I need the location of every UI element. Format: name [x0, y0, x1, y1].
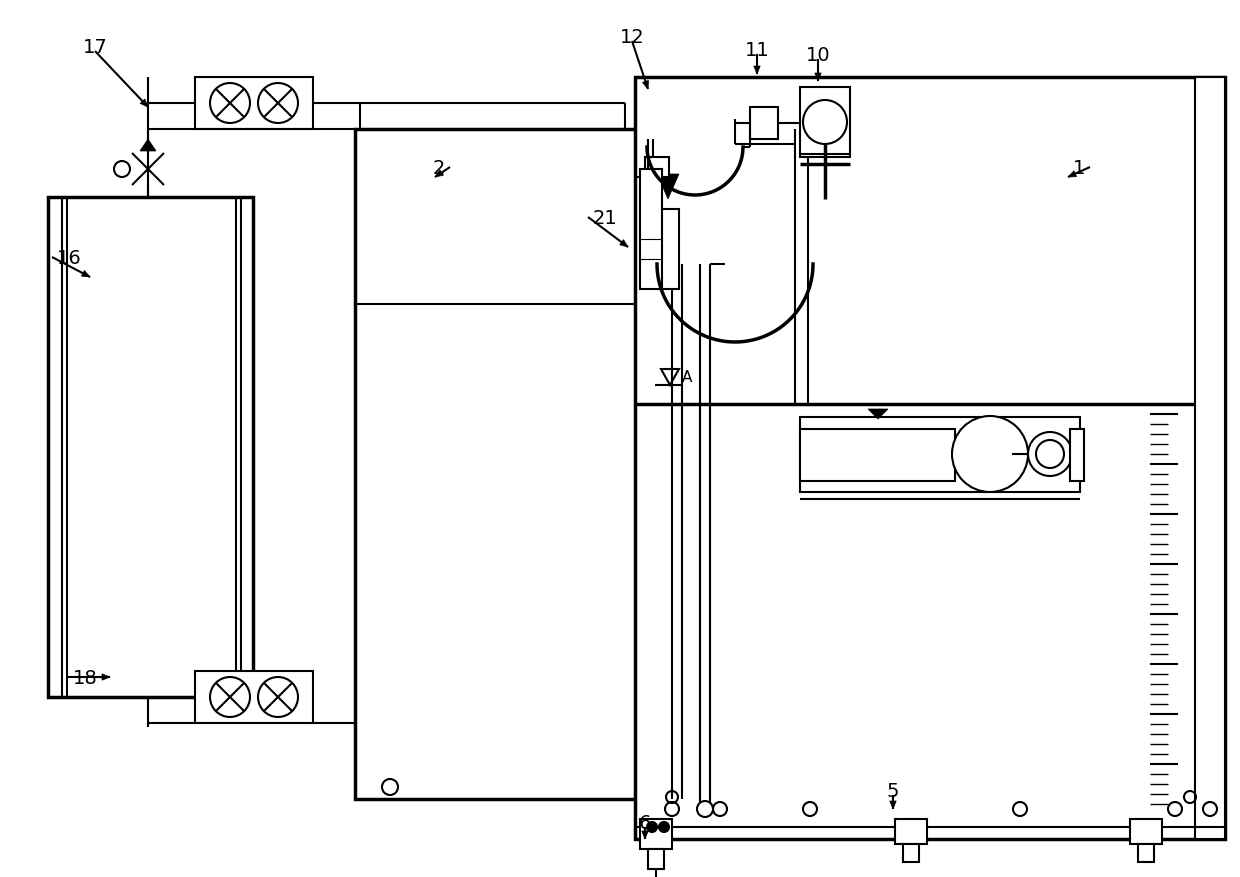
Bar — [649, 849, 663, 869]
Polygon shape — [1068, 172, 1076, 178]
Bar — [800, 430, 955, 481]
Circle shape — [804, 101, 847, 145]
Bar — [355, 130, 684, 799]
Polygon shape — [815, 74, 821, 82]
Bar — [48, 198, 253, 697]
Text: 21: 21 — [593, 208, 618, 227]
Bar — [236, 198, 241, 697]
Bar — [640, 819, 672, 849]
Text: 11: 11 — [745, 41, 769, 60]
Circle shape — [647, 822, 657, 832]
Text: 18: 18 — [73, 667, 98, 687]
Polygon shape — [890, 801, 897, 809]
Bar — [800, 88, 849, 158]
Polygon shape — [82, 271, 91, 278]
Text: 1: 1 — [1073, 159, 1085, 177]
Bar — [62, 198, 67, 697]
Bar — [195, 78, 312, 130]
Bar — [903, 844, 919, 862]
Text: 6: 6 — [639, 813, 651, 832]
Bar — [1070, 430, 1084, 481]
Text: 2: 2 — [433, 159, 445, 177]
Bar — [1130, 819, 1162, 844]
Polygon shape — [140, 100, 148, 108]
Bar — [750, 108, 777, 139]
Bar — [800, 417, 1080, 493]
Text: 16: 16 — [57, 248, 82, 267]
Polygon shape — [657, 175, 680, 200]
Circle shape — [697, 801, 713, 817]
Bar — [1138, 844, 1154, 862]
Bar — [657, 210, 680, 289]
Polygon shape — [620, 240, 627, 247]
Text: 12: 12 — [620, 28, 645, 47]
Circle shape — [658, 822, 670, 832]
Bar — [195, 671, 312, 724]
Bar — [645, 158, 670, 178]
Polygon shape — [868, 410, 888, 419]
Bar — [895, 819, 928, 844]
Polygon shape — [435, 171, 444, 178]
Text: 5: 5 — [887, 781, 899, 800]
Circle shape — [952, 417, 1028, 493]
Text: 17: 17 — [83, 38, 108, 57]
Polygon shape — [102, 674, 110, 681]
Polygon shape — [642, 82, 649, 90]
Bar — [1195, 78, 1225, 839]
Text: A: A — [682, 370, 692, 385]
Polygon shape — [140, 139, 156, 152]
Polygon shape — [642, 831, 649, 839]
Text: 10: 10 — [806, 46, 831, 65]
Bar — [640, 170, 662, 289]
Polygon shape — [754, 67, 760, 75]
Bar — [635, 78, 1225, 839]
